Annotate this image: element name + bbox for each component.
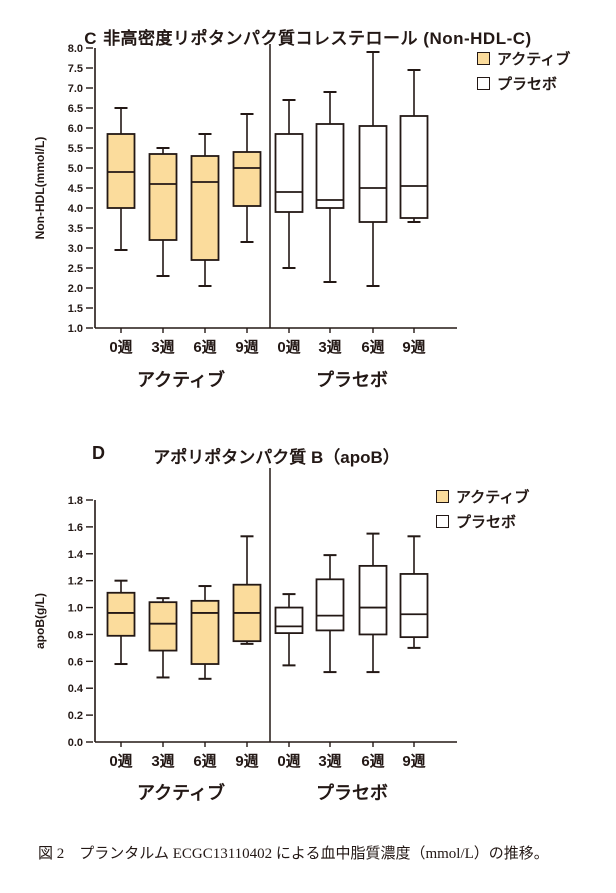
panel-c-legend: アクティブ プラセボ: [477, 48, 570, 94]
box-placebo-6週: 6週: [358, 51, 388, 356]
y-tick-label: 1.6: [68, 522, 83, 534]
x-tick-label: 6週: [361, 753, 384, 770]
box-placebo-0週: 0週: [274, 99, 304, 356]
legend-item-active: アクティブ: [436, 486, 529, 507]
x-tick-label: 6週: [193, 753, 216, 770]
legend-item-active: アクティブ: [477, 48, 570, 69]
box-placebo-0週: 0週: [274, 593, 304, 770]
y-tick-label: 1.5: [68, 303, 83, 315]
y-tick-label: 8.0: [68, 43, 83, 55]
placebo-legend-label: プラセボ: [497, 76, 558, 93]
legend-item-placebo: プラセボ: [436, 511, 529, 532]
y-tick-label: 7.5: [68, 63, 83, 75]
box-active-0週: 0週: [106, 579, 136, 770]
group-label-active: アクティブ: [137, 782, 225, 803]
box-placebo-6週: 6週: [358, 532, 388, 770]
box-active-6週: 6週: [190, 133, 220, 356]
y-tick-label: 1.0: [68, 603, 83, 615]
x-tick-label: 9週: [235, 339, 258, 356]
panel-c-letter: C: [84, 29, 98, 49]
y-tick-label: 0.2: [68, 710, 83, 722]
y-tick-label: 7.0: [68, 83, 83, 95]
y-tick-label: 2.0: [68, 283, 83, 295]
y-tick-label: 1.0: [68, 323, 83, 335]
x-tick-label: 0週: [109, 753, 132, 770]
box-active-9週: 9週: [232, 113, 262, 356]
y-tick-label: 5.5: [68, 143, 83, 155]
x-tick-label: 3週: [318, 753, 341, 770]
active-legend-label: アクティブ: [456, 489, 530, 506]
box-active-0週: 0週: [106, 107, 136, 356]
active-legend-swatch: [436, 490, 449, 503]
panel-c-boxplot-chart: 1.0 1.5 2.0 2.5 3.0 3.5 4.0 4.5 5.0 5.5 6.0 6.5 7.0 7…: [33, 43, 457, 390]
box-placebo-3週: 3週: [315, 554, 345, 770]
placebo-legend-swatch: [436, 515, 449, 528]
active-legend-label: アクティブ: [497, 51, 571, 68]
y-tick-label: 2.5: [68, 263, 83, 275]
box-placebo-9週: 9週: [399, 69, 429, 356]
box-active-3週: 3週: [148, 147, 178, 356]
y-tick-label: 0.6: [68, 656, 83, 668]
y-tick-label: 0.8: [68, 629, 83, 641]
group-label-placebo: プラセボ: [316, 369, 388, 390]
x-tick-label: 3週: [151, 339, 174, 356]
box-active-3週: 3週: [148, 597, 178, 770]
y-tick-label: 3.0: [68, 243, 83, 255]
group-label-active: アクティブ: [137, 369, 225, 390]
box-placebo-9週: 9週: [399, 535, 429, 770]
panel-c-title: C 非高密度リポタンパク質コレステロール (Non-HDL-C): [0, 24, 616, 49]
y-tick-label: 1.4: [68, 549, 84, 561]
y-tick-label: 6.0: [68, 123, 83, 135]
x-tick-label: 9週: [235, 753, 258, 770]
y-tick-label: 5.0: [68, 163, 83, 175]
panel-d-legend: アクティブ プラセボ: [436, 486, 529, 532]
panel-c-title-text: 非高密度リポタンパク質コレステロール (Non-HDL-C): [103, 29, 532, 49]
x-tick-label: 6週: [361, 339, 384, 356]
panel-d-title: アポリポタンパク質 B（apoB）: [153, 448, 400, 467]
y-tick-label: 0.0: [68, 737, 83, 749]
x-tick-label: 0週: [277, 339, 300, 356]
y-tick-label: 6.5: [68, 103, 83, 115]
y-tick-label: 0.4: [68, 683, 84, 695]
y-tick-label: 1.2: [68, 576, 83, 588]
group-label-placebo: プラセボ: [316, 782, 388, 803]
x-tick-label: 9週: [402, 339, 425, 356]
y-tick-label: 4.5: [68, 183, 83, 195]
figure-caption: 図 2 プランタルム ECGC13110402 による血中脂質濃度（mmol/L…: [38, 846, 549, 862]
x-tick-label: 3週: [151, 753, 174, 770]
x-tick-label: 6週: [193, 339, 216, 356]
y-axis-label: apoB(g/L): [33, 593, 47, 649]
placebo-legend-label: プラセボ: [456, 514, 517, 531]
x-tick-label: 0週: [277, 753, 300, 770]
box-active-6週: 6週: [190, 585, 220, 770]
x-tick-label: 9週: [402, 753, 425, 770]
legend-item-placebo: プラセボ: [477, 73, 570, 94]
x-tick-label: 3週: [318, 339, 341, 356]
placebo-legend-swatch: [477, 77, 490, 90]
y-tick-label: 3.5: [68, 223, 83, 235]
box-active-9週: 9週: [232, 535, 262, 770]
box-placebo-3週: 3週: [315, 91, 345, 356]
panel-d-letter: D: [92, 443, 105, 463]
x-tick-label: 0週: [109, 339, 132, 356]
y-tick-label: 1.8: [68, 495, 83, 507]
panel-d-boxplot-chart: 0.00.20.40.60.81.01.21.41.61.80週 3週 6週 9週アク…: [33, 468, 457, 803]
y-tick-label: 4.0: [68, 203, 83, 215]
active-legend-swatch: [477, 52, 490, 65]
y-axis-label: Non-HDL(mmol/L): [33, 137, 47, 240]
